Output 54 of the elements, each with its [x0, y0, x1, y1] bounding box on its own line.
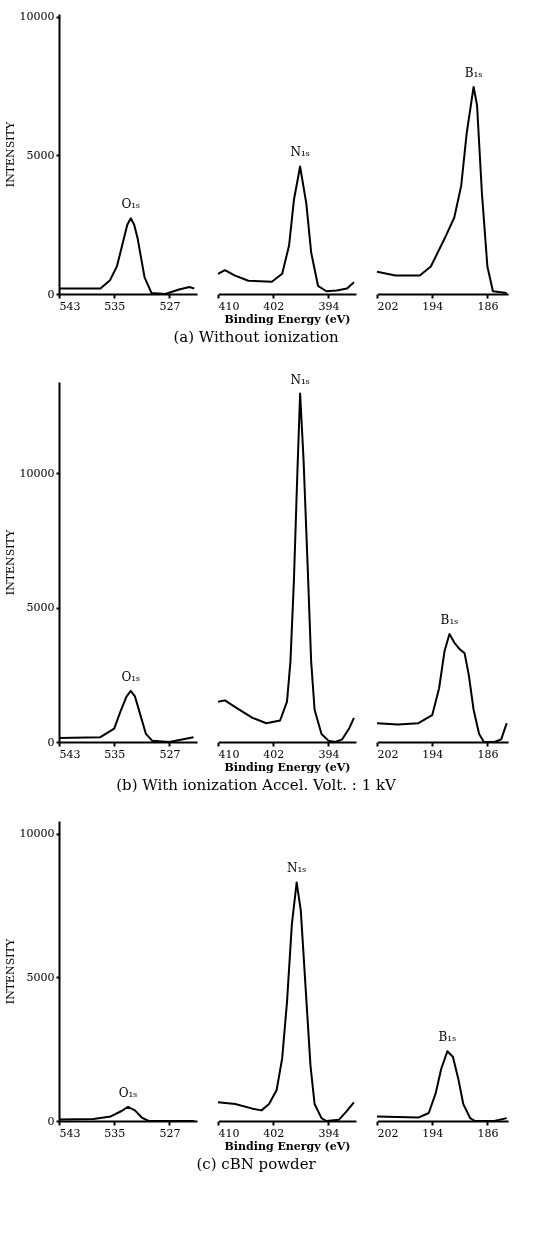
- x-tick-label: 202: [377, 747, 399, 761]
- x-tick-label: 194: [422, 299, 444, 313]
- annotation: B₁ₛ: [464, 65, 483, 80]
- x-tick-label: 410: [218, 299, 240, 313]
- x-tick-label: 527: [159, 1126, 181, 1140]
- x-axis-title: Binding Energy (eV): [224, 760, 351, 774]
- y-axis-title: INTENSITY: [3, 529, 17, 596]
- x-tick-label: 202: [377, 1126, 399, 1140]
- x-tick-label: 186: [477, 1126, 499, 1140]
- x-tick-label: 186: [477, 299, 499, 313]
- x-tick-label: 194: [422, 747, 444, 761]
- x-tick-label: 535: [104, 299, 126, 313]
- x-tick-label: 535: [104, 747, 126, 761]
- text: (b) With ionization Accel. Volt. : 1 kV: [116, 776, 398, 794]
- x-axis-title: Binding Energy (eV): [224, 1139, 351, 1153]
- x-tick-label: 202: [377, 299, 399, 313]
- x-tick-label: 394: [318, 299, 340, 313]
- x-tick-label: 194: [422, 1126, 444, 1140]
- y-tick-label: 0: [47, 735, 55, 749]
- annotation: O₁ₛ: [118, 1085, 138, 1100]
- y-axis-title: INTENSITY: [3, 938, 17, 1005]
- annotation: B₁ₛ: [438, 1030, 457, 1045]
- x-tick-label: 410: [218, 1126, 240, 1140]
- x-tick-label: 527: [159, 299, 181, 313]
- annotation: O₁ₛ: [121, 197, 141, 212]
- x-tick-label: 402: [263, 1126, 285, 1140]
- y-tick-label: 0: [47, 287, 55, 301]
- x-tick-label: 527: [159, 747, 181, 761]
- y-tick-label: 5000: [26, 601, 55, 615]
- x-tick-label: 402: [263, 747, 285, 761]
- text: (c) cBN powder: [196, 1155, 317, 1173]
- x-tick-label: 543: [59, 299, 81, 313]
- x-axis-title: Binding Energy (eV): [224, 312, 351, 326]
- annotation: N₁ₛ: [290, 145, 310, 160]
- x-tick-label: 535: [104, 1126, 126, 1140]
- x-tick-label: 402: [263, 299, 285, 313]
- annotation: O₁ₛ: [121, 669, 141, 684]
- x-tick-label: 543: [59, 747, 81, 761]
- y-tick-label: 0: [47, 1114, 55, 1128]
- y-tick-label: 5000: [26, 148, 55, 162]
- x-tick-label: 186: [477, 747, 499, 761]
- y-tick-label: 10000: [19, 10, 55, 24]
- x-tick-label: 394: [318, 1126, 340, 1140]
- annotation: N₁ₛ: [286, 861, 307, 876]
- annotation: N₁ₛ: [290, 372, 310, 387]
- x-tick-label: 410: [218, 747, 240, 761]
- x-tick-label: 543: [59, 1126, 81, 1140]
- text: (a) Without ionization: [173, 328, 339, 346]
- y-tick-label: 10000: [19, 827, 55, 841]
- annotation: B₁ₛ: [440, 613, 459, 627]
- y-tick-label: 10000: [19, 466, 55, 480]
- y-tick-label: 5000: [26, 970, 55, 984]
- x-tick-label: 394: [318, 747, 340, 761]
- y-axis-title: INTENSITY: [3, 121, 17, 188]
